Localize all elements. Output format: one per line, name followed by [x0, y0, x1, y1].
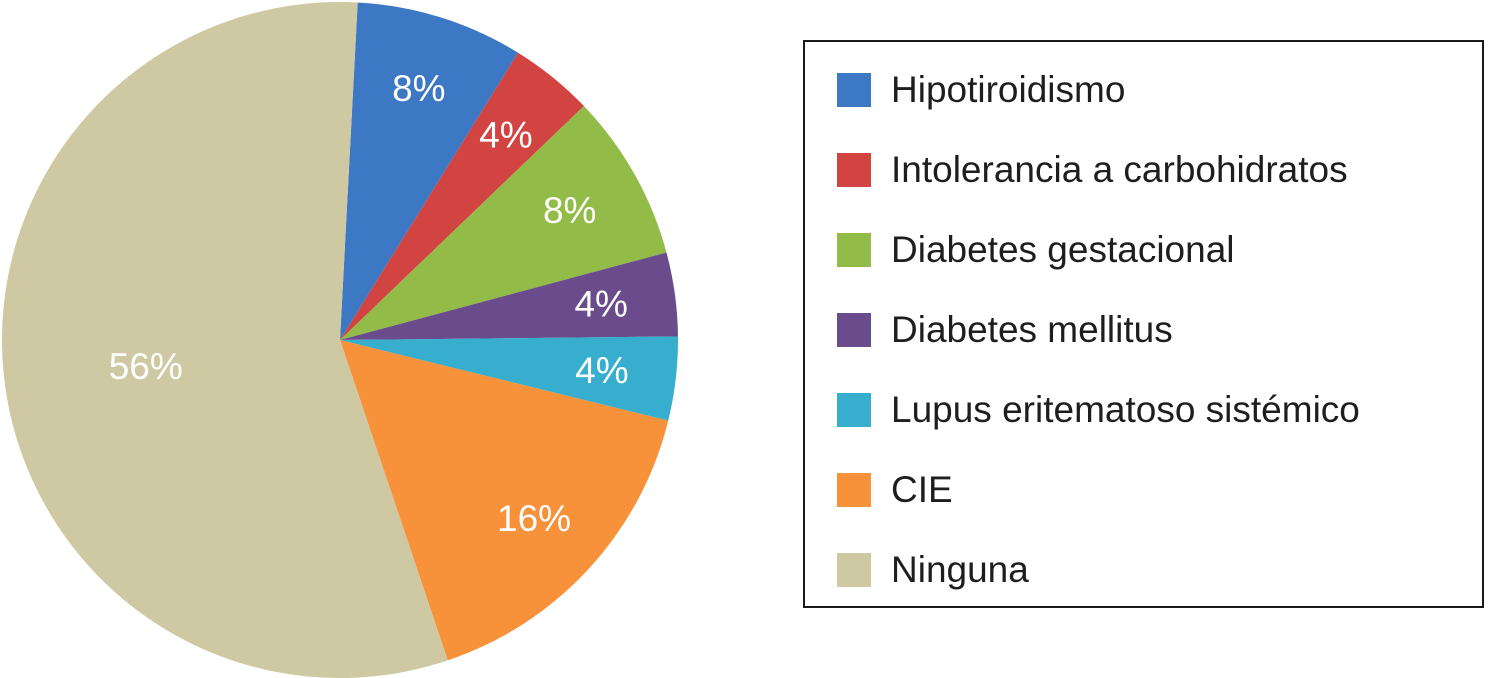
legend-label: Hipotiroidismo [891, 69, 1126, 110]
pie-chart: 8% 4% 8% 4% 4% 16% 56% [2, 2, 678, 678]
legend: Hipotiroidismo Intolerancia a carbohidrat… [803, 40, 1484, 608]
pie-slice [340, 106, 667, 341]
legend-swatch [837, 393, 871, 427]
pie-slice [340, 52, 584, 341]
legend-swatch [837, 233, 871, 267]
legend-item: Diabetes gestacional [837, 225, 1235, 275]
legend-label: Diabetes mellitus [891, 309, 1173, 350]
slice-data-label: 4% [575, 350, 628, 391]
pie-slice [2, 2, 448, 678]
legend-item: Ninguna [837, 545, 1029, 595]
pie-slice [340, 252, 678, 340]
legend-item: Lupus eritematoso sistémico [837, 385, 1360, 435]
legend-label: Ninguna [891, 549, 1029, 590]
legend-swatch [837, 553, 871, 587]
slice-data-label: 8% [543, 190, 596, 231]
slice-data-label: 16% [497, 498, 571, 539]
legend-item: Intolerancia a carbohidratos [837, 145, 1348, 195]
slice-data-label: 8% [392, 68, 445, 109]
legend-item: Hipotiroidismo [837, 65, 1125, 115]
legend-label: Lupus eritematoso sistémico [891, 389, 1360, 430]
legend-swatch [837, 473, 871, 507]
legend-swatch [837, 313, 871, 347]
pie-slice [340, 340, 669, 661]
legend-label: CIE [891, 469, 953, 510]
legend-swatch [837, 153, 871, 187]
legend-label: Diabetes gestacional [891, 229, 1235, 270]
legend-swatch [837, 73, 871, 107]
slice-data-label: 56% [109, 346, 183, 387]
slice-data-label: 4% [574, 284, 627, 325]
legend-item: Diabetes mellitus [837, 305, 1173, 355]
pie-slice [340, 2, 519, 340]
legend-label: Intolerancia a carbohidratos [891, 149, 1348, 190]
legend-item: CIE [837, 465, 953, 515]
slice-data-label: 4% [479, 115, 532, 156]
pie-slice [340, 336, 678, 421]
